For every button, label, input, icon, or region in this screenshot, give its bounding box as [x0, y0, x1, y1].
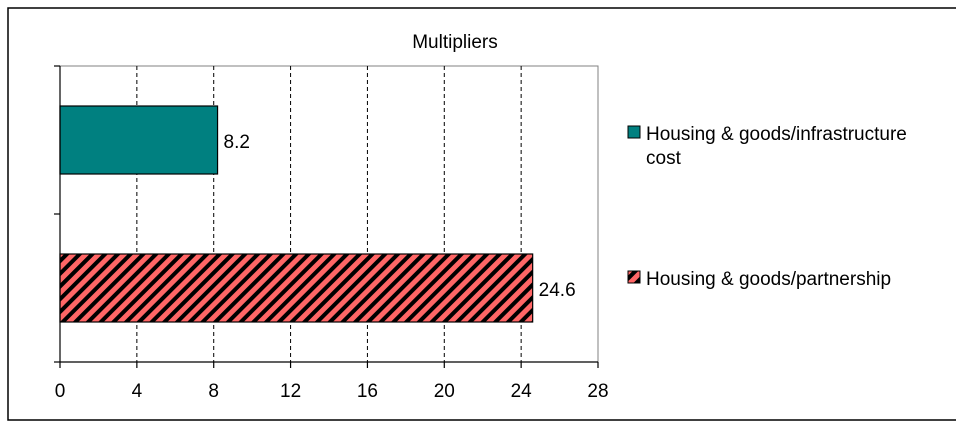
bars: 8.2 24.6 — [59, 105, 576, 323]
bar-1 — [59, 105, 219, 175]
legend-swatch-2 — [627, 270, 641, 284]
tick-label-x-16: 16 — [357, 381, 378, 402]
legend-swatch-1 — [627, 125, 641, 139]
data-label-2: 24.6 — [539, 280, 576, 301]
tick-label-x-12: 12 — [280, 381, 301, 402]
legend-label-2: Housing & goods/partnership — [646, 269, 891, 290]
tick-label-x-28: 28 — [587, 381, 608, 402]
chart-frame — [7, 7, 956, 421]
tick-label-x-4: 4 — [132, 381, 143, 402]
tick-label-x-8: 8 — [208, 381, 219, 402]
chart-title: Multipliers — [412, 32, 498, 53]
tick-label-x-24: 24 — [511, 381, 533, 402]
tick-label-x-0: 0 — [55, 381, 66, 402]
legend: Housing & goods/infrastructure cost Housin… — [627, 124, 907, 290]
data-label-1: 8.2 — [224, 132, 250, 153]
axes: 0 4 8 12 16 20 24 28 — [54, 65, 609, 402]
legend-label-1: Housing & goods/infrastructure cost — [646, 124, 907, 169]
bar-2 — [59, 253, 534, 323]
tick-label-x-20: 20 — [434, 381, 455, 402]
